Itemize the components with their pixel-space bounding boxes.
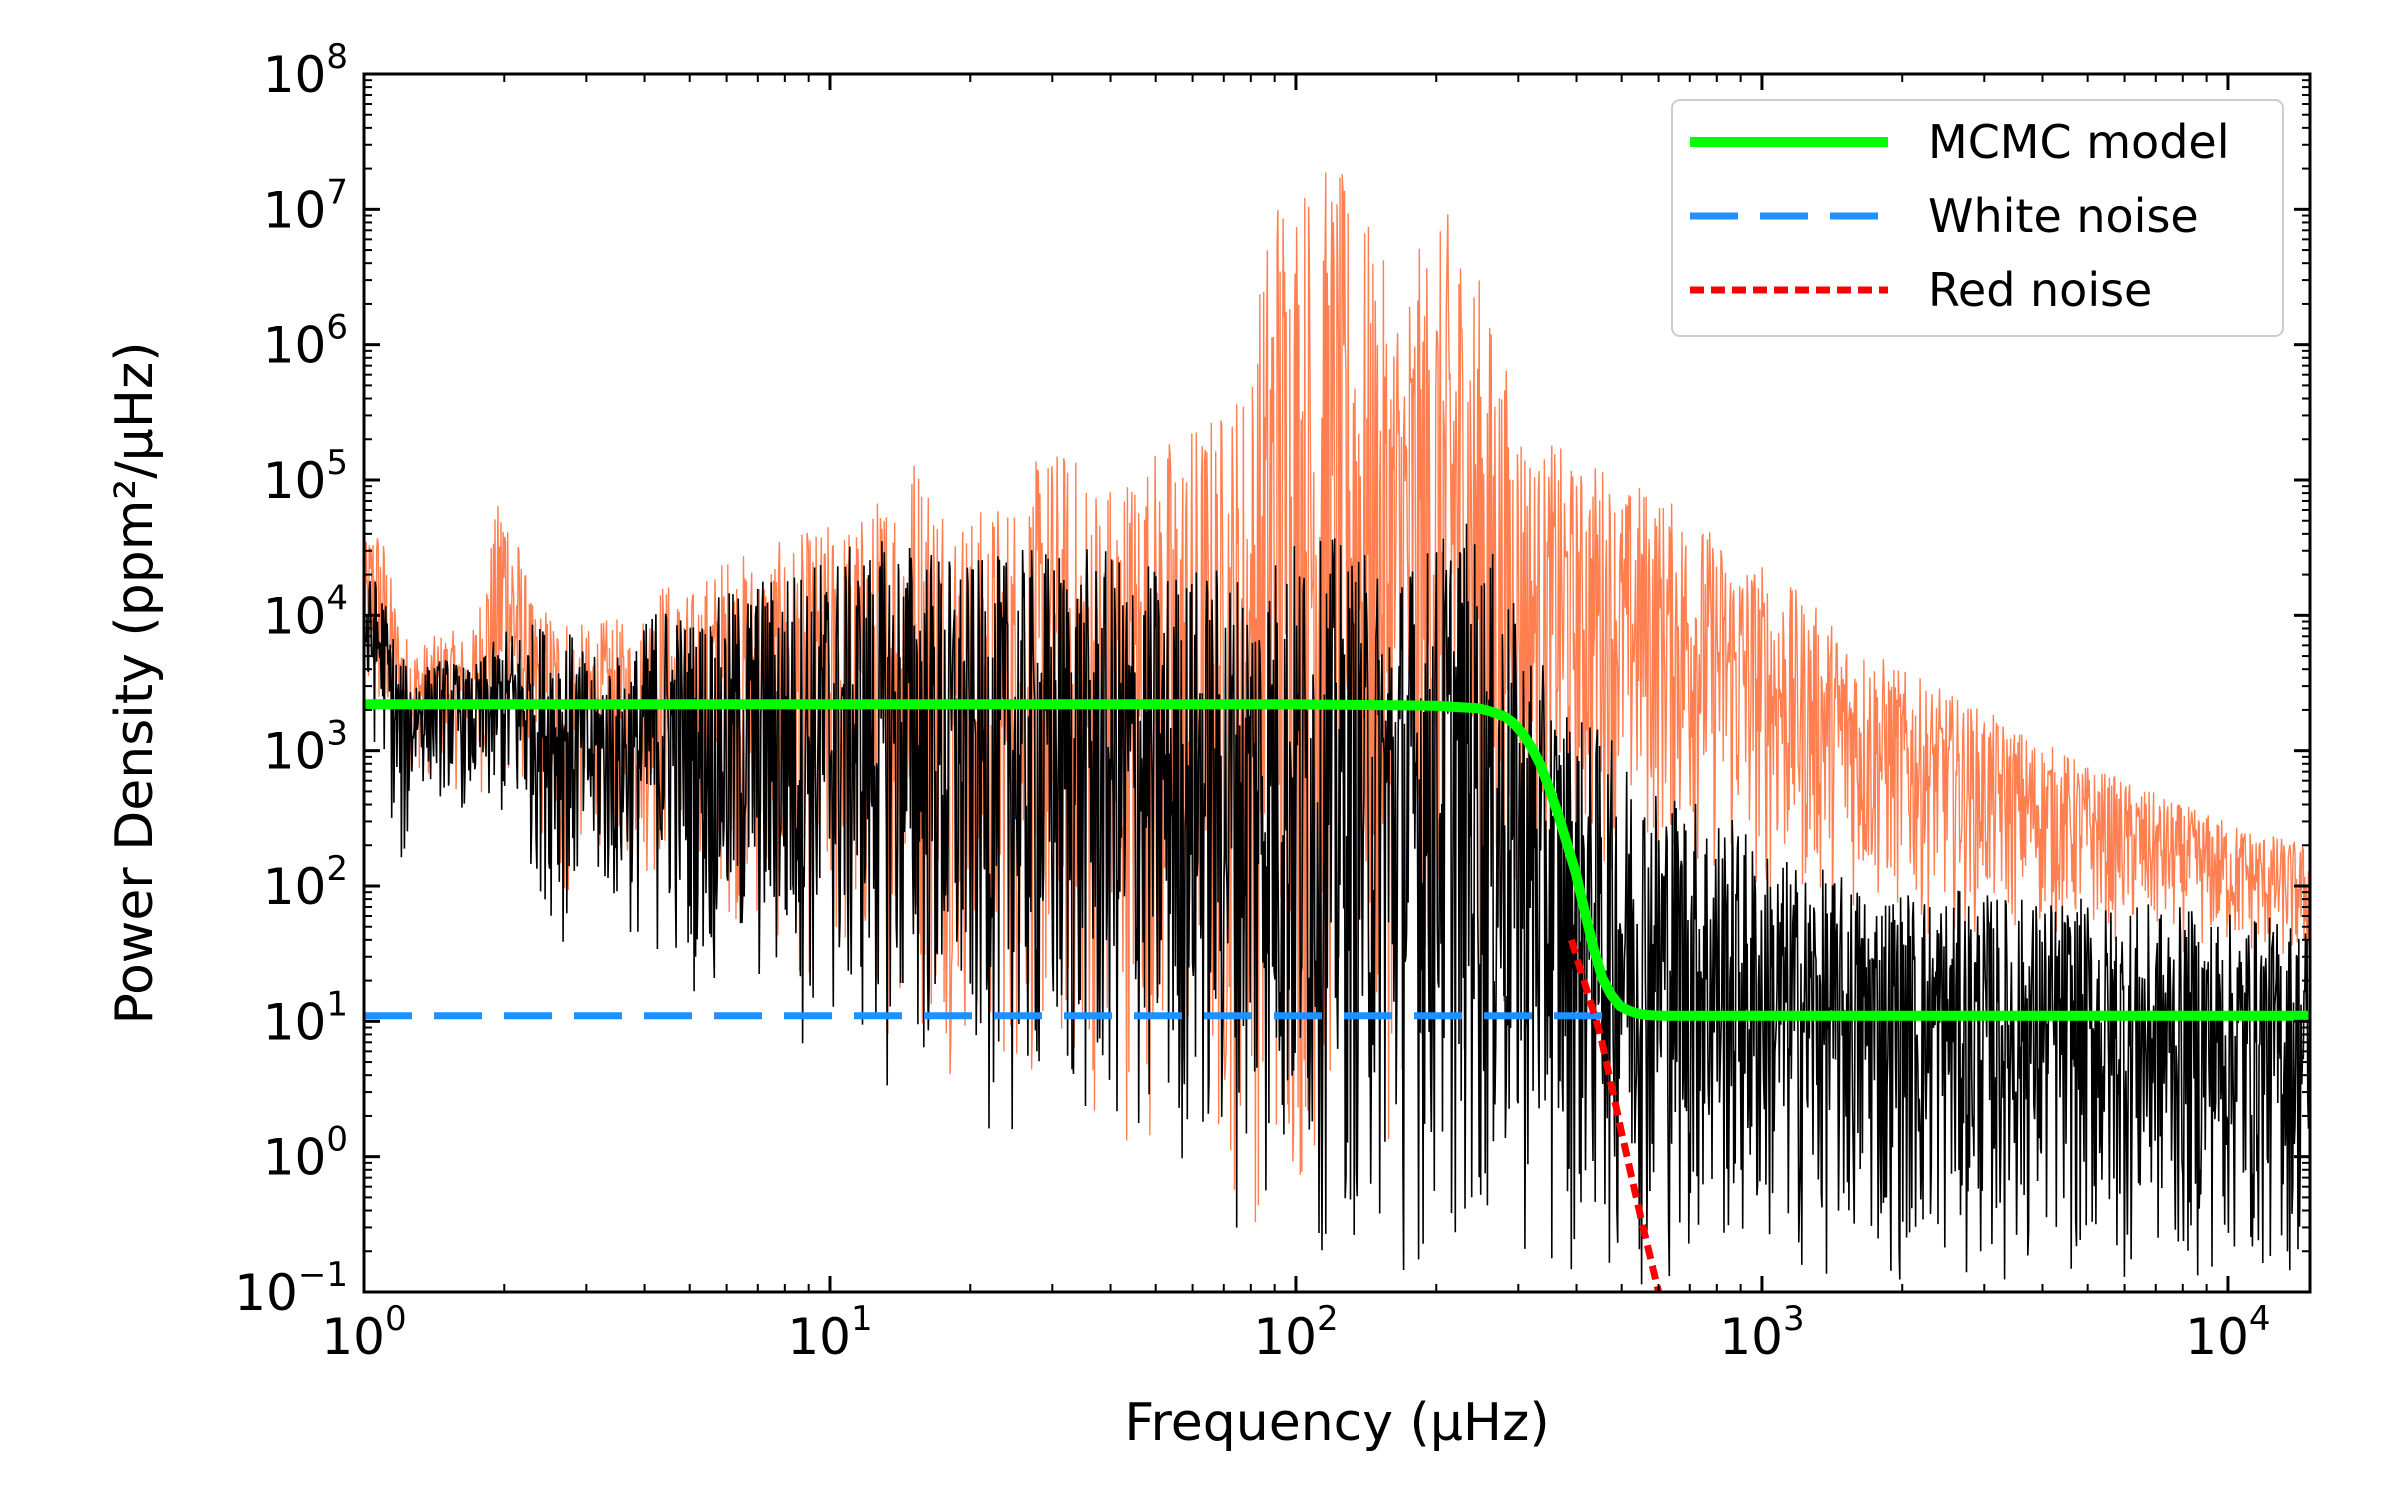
legend-red-noise-label: Red noise xyxy=(1928,263,2152,317)
y-tick-label: 108 xyxy=(263,37,348,104)
y-tick-label: 10−1 xyxy=(234,1255,348,1322)
mcmc-model-line xyxy=(364,699,2310,1021)
y-tick-label: 102 xyxy=(263,849,348,916)
y-tick-label: 103 xyxy=(263,714,348,781)
y-tick-label: 100 xyxy=(263,1120,348,1187)
label-layer: 100 101 102 103 10410−1100101102103104105106… xyxy=(234,37,2270,1366)
corrected-spectrum-line xyxy=(364,523,2310,1285)
x-axis-title: Frequency (μHz) xyxy=(1124,1393,1549,1453)
x-tick-label: 104 xyxy=(2185,1299,2270,1366)
x-tick-label: 102 xyxy=(1253,1299,1338,1366)
y-tick-label: 106 xyxy=(263,308,348,375)
x-tick-label: 101 xyxy=(787,1299,872,1366)
legend: MCMC model White noise Red noise xyxy=(1671,99,2284,337)
series-layer xyxy=(364,172,2310,1292)
red-noise-line xyxy=(1568,938,1663,1292)
y-tick-label: 104 xyxy=(263,578,348,645)
tick-layer xyxy=(362,72,2310,1294)
y-tick-label: 107 xyxy=(263,172,348,239)
legend-mcmc-model-label: MCMC model xyxy=(1928,115,2229,169)
legend-white-noise-label: White noise xyxy=(1928,189,2199,243)
x-tick-label: 103 xyxy=(1719,1299,1804,1366)
legend-box xyxy=(1671,99,2284,337)
plot-frame xyxy=(362,72,2312,1294)
x-tick-label: 100 xyxy=(321,1299,406,1366)
y-axis-title: Power Density (ppm²/μHz) xyxy=(105,341,165,1024)
y-tick-label: 105 xyxy=(263,443,348,510)
y-tick-label: 101 xyxy=(263,984,348,1051)
